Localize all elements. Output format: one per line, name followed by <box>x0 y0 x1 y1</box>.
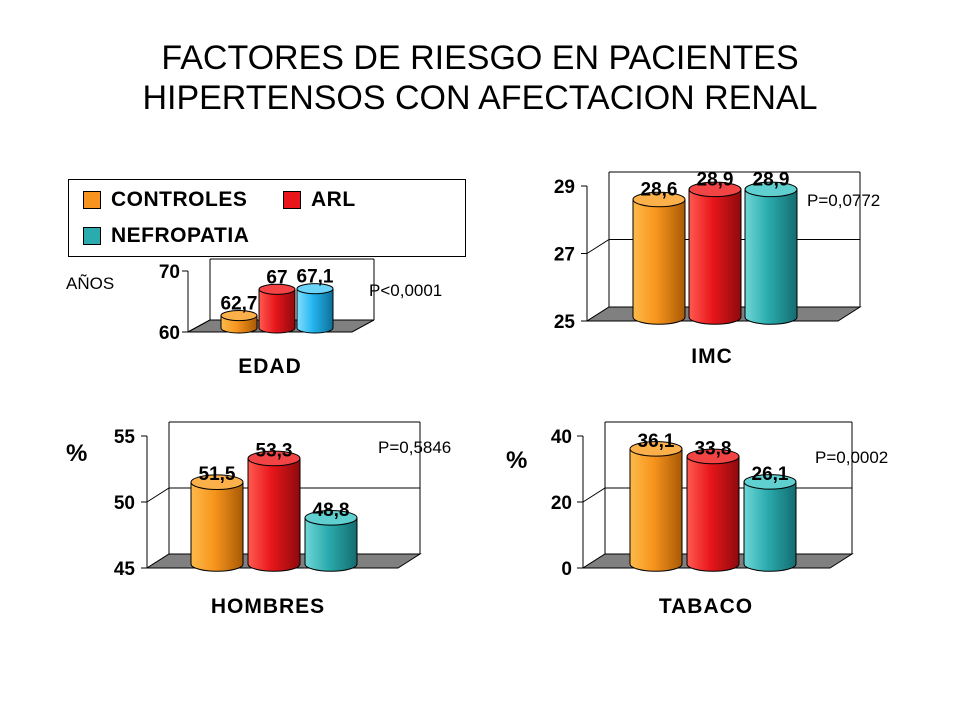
bar-top <box>247 450 301 467</box>
chart-imc: 25 27 29 28,6 28,9 28,9 P=0,0772 IMC <box>554 169 880 368</box>
legend-item-arl: ARL <box>283 188 356 212</box>
title-line-2: HIPERTENSOS CON AFECTACION RENAL <box>142 79 818 117</box>
bar-top <box>743 474 797 490</box>
y-tick-label: 60 <box>159 323 180 344</box>
bar-body <box>743 481 797 572</box>
bar-top <box>632 191 686 208</box>
bar-arl <box>258 283 296 334</box>
bar-controles <box>629 441 683 572</box>
bar-controles <box>220 309 258 334</box>
y-tick-label: 45 <box>114 559 136 580</box>
x-axis-label: HOMBRES <box>211 595 325 618</box>
bar-body <box>296 288 334 334</box>
legend-item-nefropatia: NEFROPATIA <box>83 224 249 248</box>
data-label: 67 <box>266 267 287 288</box>
bar-arl <box>688 181 742 325</box>
bar-body <box>688 188 742 325</box>
x-axis-label: IMC <box>691 345 733 368</box>
y-tick-label: 27 <box>554 245 575 266</box>
chart-tabaco: 0 20 40 36,1 33,8 26,1% P=0,0002 TABACO <box>506 421 888 618</box>
bar-controles <box>190 474 244 572</box>
bar-top <box>304 510 358 526</box>
legend-swatch-nefropatia <box>83 227 101 245</box>
y-tick-label: 20 <box>551 493 572 514</box>
data-label: 28,9 <box>697 169 734 190</box>
data-label: 67,1 <box>297 267 334 288</box>
chart-hombres: 45 50 55 51,5 53,3 48,8% P=0,5846 HOMBRES <box>66 421 451 618</box>
bar-controles <box>632 191 686 325</box>
bar-body <box>258 288 296 334</box>
bar-nefropatia <box>743 474 797 572</box>
data-label: 28,9 <box>753 169 790 190</box>
bar-body <box>247 457 301 572</box>
y-tick-label: 29 <box>554 177 575 198</box>
y-axis-label: AÑOS <box>66 274 114 293</box>
legend-swatch-arl <box>283 191 301 209</box>
bar-nefropatia <box>304 510 358 572</box>
legend-swatch-controles <box>83 191 101 209</box>
bar-body <box>686 455 740 572</box>
legend-item-controles: CONTROLES <box>83 188 247 212</box>
data-label: 48,8 <box>313 500 350 521</box>
title-line-1: FACTORES DE RIESGO EN PACIENTES <box>161 39 799 77</box>
data-label: 51,5 <box>199 464 236 485</box>
bar-top <box>296 283 334 295</box>
bar-top <box>220 309 258 322</box>
p-value-annotation: P=0,5846 <box>378 438 451 457</box>
x-axis-label: TABACO <box>659 595 753 618</box>
y-tick-label: 0 <box>561 559 572 580</box>
p-value-annotation: P<0,0001 <box>369 281 442 300</box>
page-title: FACTORES DE RIESGO EN PACIENTES HIPERTEN… <box>0 38 960 118</box>
data-label: 53,3 <box>256 440 293 461</box>
bar-body <box>304 517 358 572</box>
y-tick-label: 40 <box>551 427 572 448</box>
x-axis-label: EDAD <box>238 355 302 378</box>
p-value-annotation: P=0,0772 <box>807 191 880 210</box>
y-axis-label: % <box>66 440 87 467</box>
chart-edad: 60 70 62,7 67 67,1 AÑOS P<0,0001 EDAD <box>66 258 442 378</box>
bar-body <box>190 481 244 572</box>
data-label: 62,7 <box>221 294 258 315</box>
bar-nefropatia <box>744 181 798 325</box>
bar-top <box>190 474 244 490</box>
p-value-annotation: P=0,0002 <box>815 448 888 467</box>
gridline <box>146 487 420 503</box>
data-label: 33,8 <box>695 438 732 459</box>
legend-label-nefropatia: NEFROPATIA <box>111 224 250 247</box>
bar-nefropatia <box>296 283 334 334</box>
bar-arl <box>247 450 301 572</box>
data-label: 28,6 <box>641 180 678 201</box>
bar-top <box>744 181 798 198</box>
legend-label-arl: ARL <box>311 188 356 211</box>
bar-top <box>688 181 742 198</box>
bar-top <box>686 448 740 465</box>
bar-top <box>258 283 296 295</box>
data-label: 36,1 <box>638 431 675 452</box>
legend-label-controles: CONTROLES <box>111 188 248 211</box>
y-tick-label: 55 <box>114 427 136 448</box>
y-axis-label: % <box>506 447 527 474</box>
bar-body <box>629 448 683 572</box>
y-tick-label: 70 <box>159 262 180 283</box>
back-wall <box>187 259 211 333</box>
data-label: 26,1 <box>752 464 789 485</box>
legend: CONTROLES ARL NEFROPATIA <box>68 179 466 257</box>
bar-top <box>629 441 683 457</box>
bar-body <box>632 199 686 325</box>
y-tick-label: 25 <box>554 312 576 333</box>
bar-body <box>744 188 798 325</box>
bar-arl <box>686 448 740 572</box>
y-tick-label: 50 <box>114 493 135 514</box>
